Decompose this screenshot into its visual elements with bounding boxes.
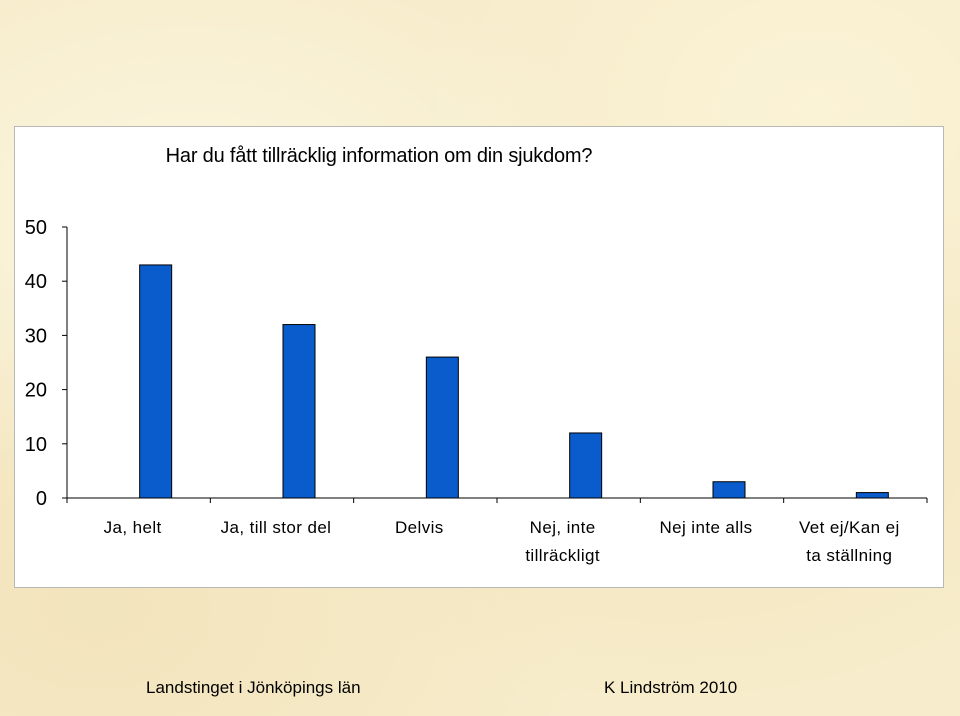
x-tick-label-line: Delvis (395, 518, 444, 537)
y-tick-label: 30 (25, 325, 47, 347)
x-tick-label: Vet ej/Kan ej ta ställning (799, 518, 900, 565)
chart-panel: Har du fått tillräcklig information om d… (14, 126, 944, 588)
footer-author-year: K Lindström 2010 (604, 678, 738, 697)
bar (282, 324, 316, 499)
x-tick-label-line: Ja, till stor del (221, 518, 332, 537)
x-tick-label-line: ta ställning (806, 546, 892, 565)
bar-chart: 0 10 20 30 40 50 Ja, helt Ja, till stor del Delv… (25, 217, 928, 565)
y-tick-label: 40 (25, 271, 47, 293)
x-tick-label: Nej inte alls (659, 518, 752, 537)
x-tick-label: Ja, helt (104, 518, 162, 537)
x-tick-label: Delvis (395, 518, 444, 537)
y-tick-label: 20 (25, 380, 47, 402)
bar (855, 492, 889, 499)
x-tick-label-line: Nej inte alls (659, 518, 752, 537)
x-tick-label-line: Nej, inte (530, 518, 596, 537)
x-tick-label-line: Vet ej/Kan ej (799, 518, 900, 537)
x-tick-label-line: Ja, helt (104, 518, 162, 537)
y-tick-label: 0 (36, 488, 47, 510)
x-tick-label: Nej, inte tillräckligt (525, 518, 600, 565)
y-tick-label: 10 (25, 434, 47, 456)
x-tick-label: Ja, till stor del (221, 518, 332, 537)
bar (139, 264, 173, 499)
y-tick-label: 50 (25, 217, 47, 239)
chart-title: Har du fått tillräcklig information om d… (165, 145, 593, 167)
bar (569, 432, 603, 499)
bar (712, 481, 746, 499)
bar (425, 356, 459, 499)
x-tick-label-line: tillräckligt (525, 546, 600, 565)
footer-organization: Landstinget i Jönköpings län (146, 678, 361, 697)
